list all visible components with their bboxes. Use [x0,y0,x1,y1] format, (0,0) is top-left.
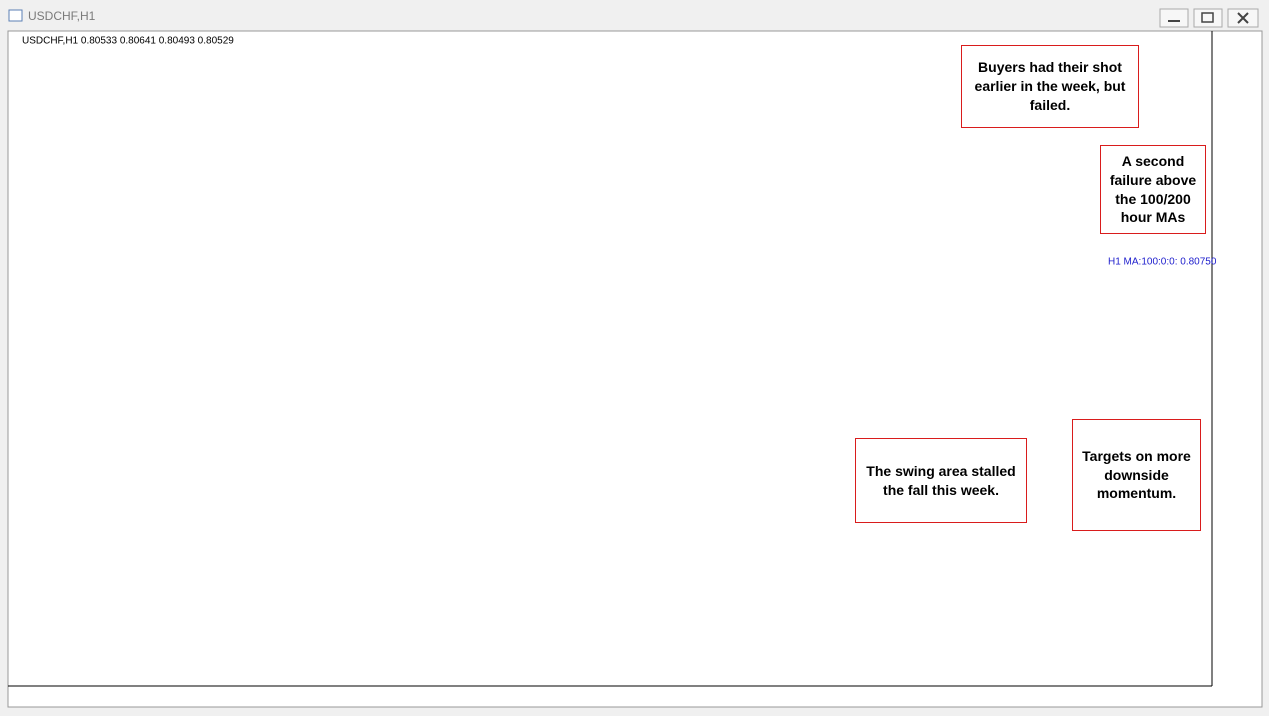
maximize-button[interactable] [1193,8,1223,28]
annotation: Targets on more downside momentum. [1072,419,1201,531]
annotation: Buyers had their shot earlier in the wee… [961,45,1139,128]
window-title: USDCHF,H1 [28,9,96,23]
ma-label: H1 MA:100:0:0: 0.80750 [1108,257,1217,268]
title-bar [0,0,1269,30]
annotation: A second failure above the 100/200 hour … [1100,145,1206,234]
minimize-button[interactable] [1159,8,1189,28]
annotation: The swing area stalled the fall this wee… [855,438,1027,523]
chart-info: USDCHF,H1 0.80533 0.80641 0.80493 0.8052… [22,36,234,47]
window-icon [8,9,23,22]
chart-frame [7,30,1263,708]
